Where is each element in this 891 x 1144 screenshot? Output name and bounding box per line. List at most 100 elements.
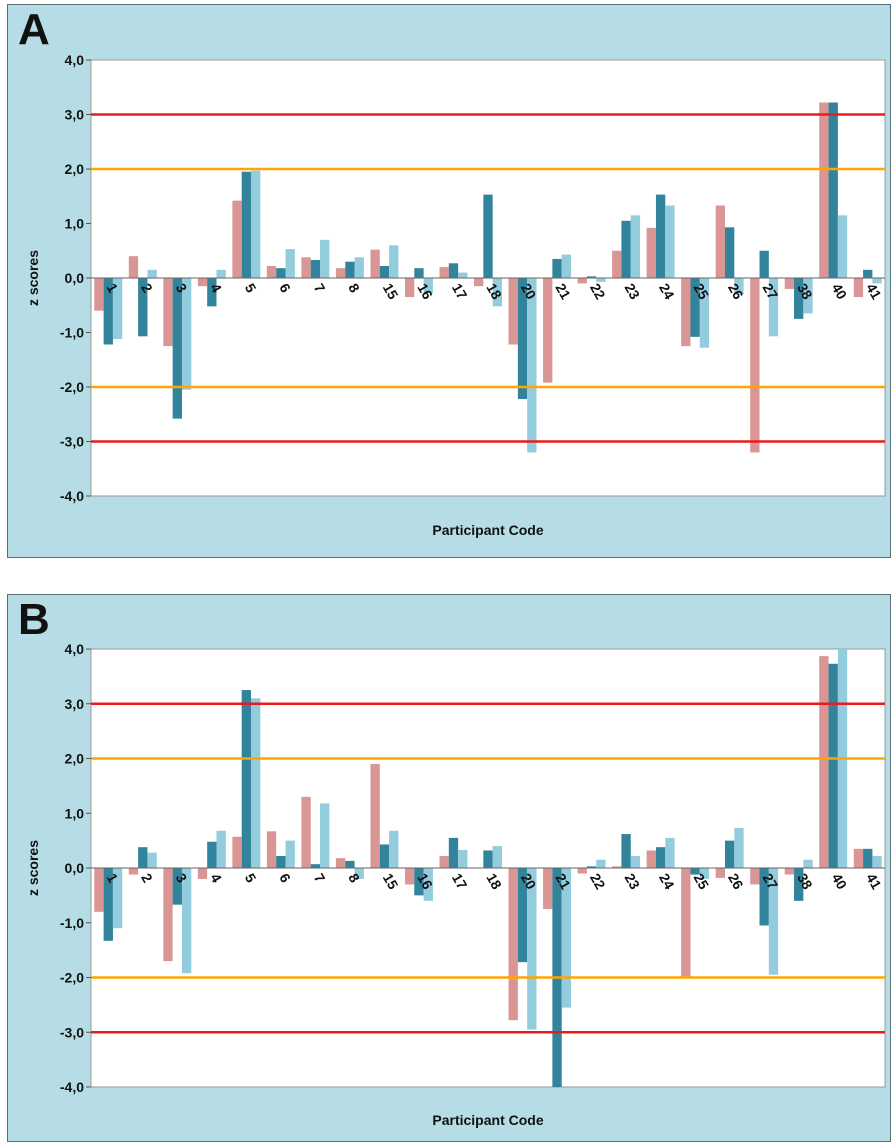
- x-axis-title: Participant Code: [432, 522, 543, 538]
- y-axis-title: z scores: [25, 840, 41, 896]
- bar-series1-22: [577, 868, 587, 874]
- x-axis-title: Participant Code: [432, 1112, 543, 1128]
- bar-series1-7: [301, 257, 311, 278]
- bar-series3-38: [803, 278, 813, 314]
- bar-series2-15: [379, 266, 390, 278]
- chart-b: -4,0-3,0-2,0-1,00,01,02,03,04,01 2 3 4 5 6 7 8 1…: [25, 641, 886, 1128]
- bar-series2-25: [690, 278, 700, 337]
- bar-series2-6: [276, 268, 286, 278]
- bar-series2-20: [517, 278, 528, 399]
- bar-series2-7: [310, 864, 321, 868]
- x-tick-label: 21: [552, 871, 574, 893]
- bar-series3-18: [492, 278, 502, 307]
- bar-series1-6: [266, 266, 277, 278]
- bar-series2-21: [552, 258, 562, 278]
- bar-series1-15: [370, 763, 380, 868]
- bar-series2-41: [863, 848, 873, 868]
- bar-series2-6: [276, 855, 286, 868]
- bar-series3-15: [389, 245, 399, 278]
- x-tick-label: 40: [829, 871, 851, 893]
- y-tick-label: -4,0: [60, 1079, 84, 1095]
- bar-series2-17: [448, 837, 459, 868]
- bar-series3-21: [561, 254, 572, 278]
- bar-series1-22: [577, 278, 587, 284]
- bar-series3-2: [147, 269, 157, 278]
- bar-series3-27: [768, 868, 779, 975]
- bar-series1-3: [163, 868, 173, 962]
- bar-series1-2: [128, 868, 139, 875]
- y-tick-label: 2,0: [65, 751, 85, 767]
- bar-series3-38: [803, 859, 813, 868]
- bar-series1-23: [612, 250, 622, 278]
- bar-series3-20: [527, 868, 537, 1030]
- x-tick-label: 16: [414, 281, 436, 303]
- bar-series1-24: [646, 227, 656, 278]
- x-tick-label: 38: [794, 871, 816, 893]
- bar-series2-2: [138, 278, 148, 337]
- bar-series2-18: [483, 194, 493, 278]
- bar-series2-8: [345, 860, 355, 868]
- chart-a: -4,0-3,0-2,0-1,00,01,02,03,04,01 2 3 4 5 6 7 8 1…: [25, 52, 886, 538]
- bar-series2-15: [379, 844, 390, 868]
- y-tick-label: 2,0: [65, 161, 85, 177]
- bar-series2-23: [621, 834, 631, 868]
- bar-series1-41: [853, 848, 864, 868]
- bar-series2-7: [310, 260, 321, 278]
- bar-series1-18: [474, 278, 484, 287]
- y-tick-label: 1,0: [65, 216, 85, 232]
- bar-series1-41: [853, 278, 864, 298]
- bar-series1-20: [508, 868, 518, 1021]
- bar-series1-17: [439, 267, 449, 278]
- bar-series1-17: [439, 855, 449, 868]
- bar-series1-40: [819, 656, 829, 868]
- bar-series2-22: [586, 276, 597, 278]
- y-tick-label: 0,0: [65, 270, 85, 286]
- bar-series1-6: [266, 831, 277, 868]
- bar-series3-16: [423, 278, 433, 294]
- y-tick-label: 3,0: [65, 696, 85, 712]
- panel-b: B -4,0 -3,0 -2,0 -1,0 0,0 1,0 2,0 3,0 4,0 1 2 3 4 5 6 7…: [7, 594, 891, 1142]
- bar-series3-25: [699, 278, 710, 348]
- bar-series3-5: [251, 698, 261, 868]
- x-tick-label: 24: [656, 281, 678, 303]
- bar-series1-23: [612, 866, 622, 868]
- bar-series1-8: [335, 268, 346, 278]
- x-tick-label: 22: [587, 871, 609, 893]
- bar-series3-1: [112, 868, 123, 929]
- bar-series2-27: [759, 868, 769, 926]
- bar-series1-25: [681, 868, 691, 978]
- x-tick-label: 23: [621, 281, 643, 303]
- bar-series1-15: [370, 249, 380, 278]
- bar-series1-1: [94, 868, 104, 912]
- y-tick-label: -1,0: [60, 915, 84, 931]
- bar-series1-16: [404, 278, 415, 298]
- bar-series3-17: [458, 849, 468, 868]
- x-tick-label: 18: [483, 871, 505, 893]
- bar-series2-3: [172, 868, 182, 905]
- bar-series2-5: [241, 171, 252, 278]
- bar-series1-5: [232, 836, 242, 868]
- x-tick-label: 41: [863, 281, 885, 303]
- bar-series2-20: [517, 868, 528, 963]
- bar-series3-1: [112, 278, 123, 340]
- bar-series3-16: [423, 868, 433, 901]
- bar-series1-3: [163, 278, 173, 347]
- bar-series3-8: [354, 257, 364, 278]
- bar-series1-4: [197, 278, 208, 287]
- bar-series2-3: [172, 278, 182, 419]
- bar-series2-27: [759, 250, 769, 278]
- bar-series3-22: [596, 278, 606, 282]
- bar-series3-41: [872, 278, 882, 284]
- bar-series3-22: [596, 859, 606, 868]
- y-axis-title: z scores: [25, 250, 41, 306]
- panel-a: A -4,0 -3,0 -2,0 -1,0 0,0 1,0 2,0 3,0 4,0 1 2 3 4 5 6 7…: [7, 4, 891, 558]
- bar-series3-18: [492, 846, 502, 868]
- bar-series2-40: [828, 102, 838, 278]
- x-tick-label: 27: [760, 871, 782, 893]
- bar-series1-38: [784, 278, 795, 289]
- bar-series2-23: [621, 220, 631, 278]
- x-tick-label: 38: [794, 281, 816, 303]
- y-tick-label: 0,0: [65, 860, 85, 876]
- x-tick-label: 22: [587, 281, 609, 303]
- bar-series1-2: [128, 256, 139, 278]
